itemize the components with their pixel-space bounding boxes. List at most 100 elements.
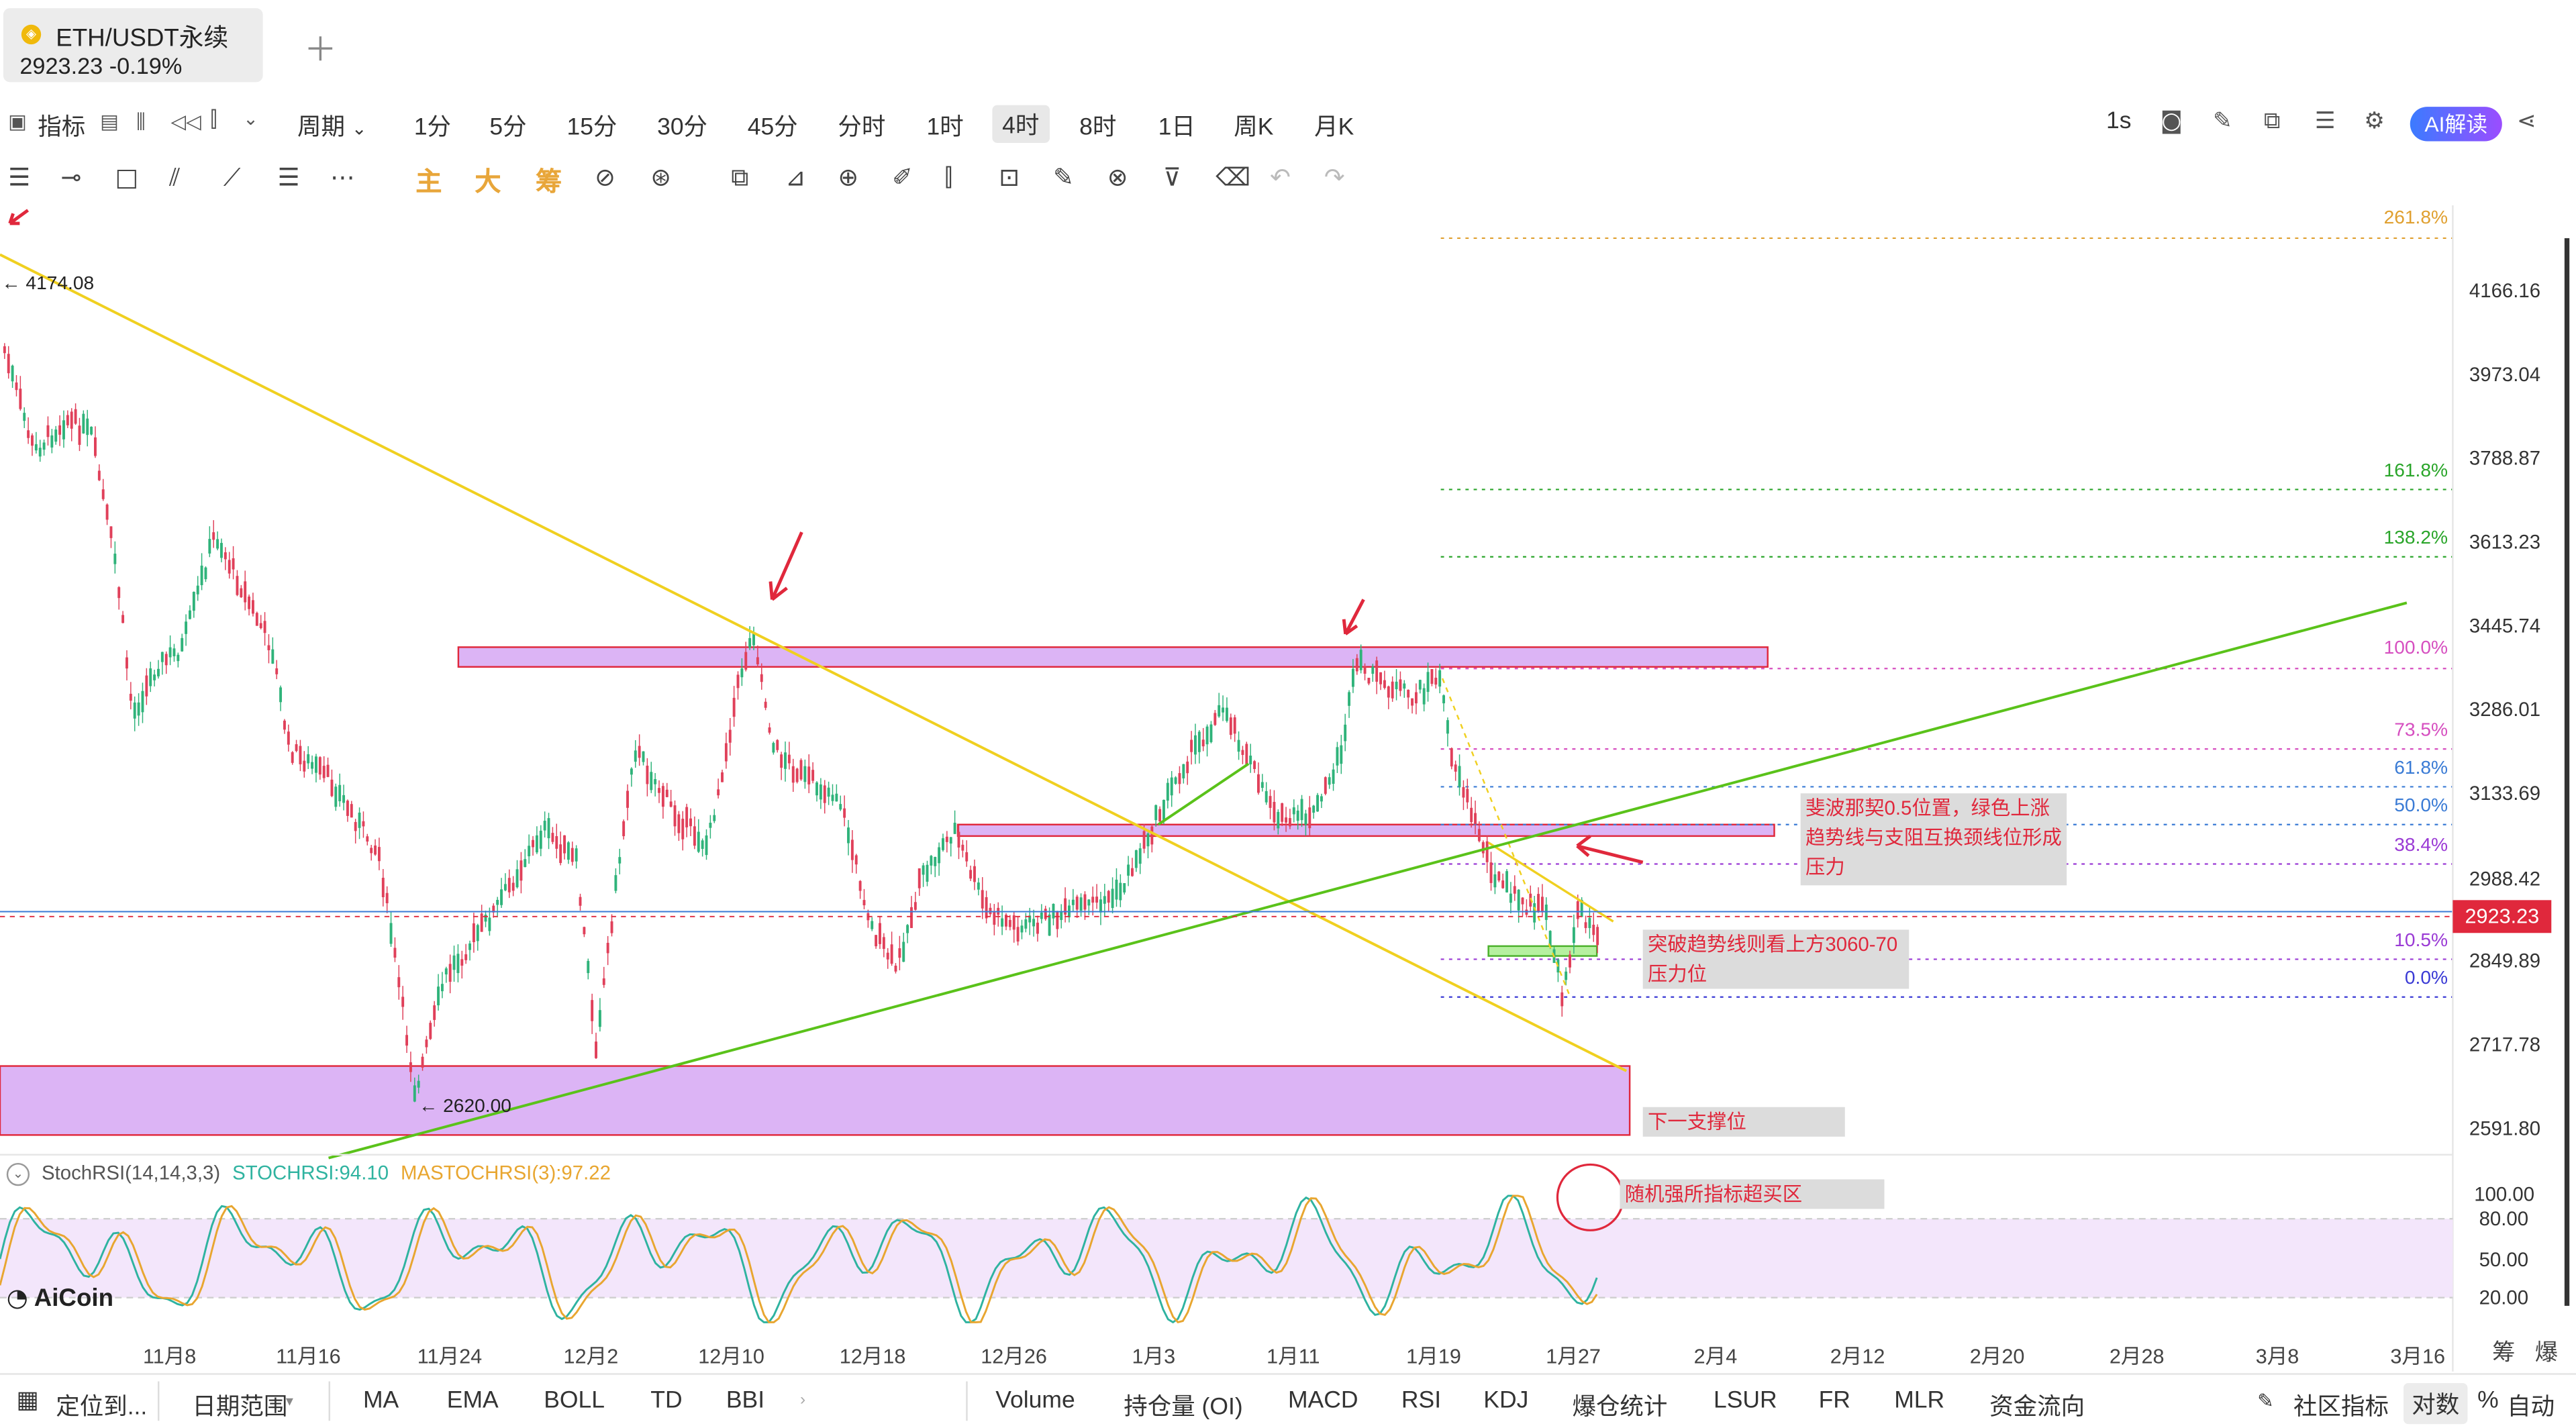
interval-month[interactable]: 月K bbox=[1314, 115, 1354, 142]
yellow-short-trend-line[interactable] bbox=[1487, 842, 1614, 923]
list-icon[interactable]: ☰ bbox=[2314, 108, 2336, 135]
indicator-fr[interactable]: FR bbox=[1818, 1388, 1850, 1415]
add-tab-plus-icon[interactable]: ＋ bbox=[303, 32, 337, 69]
more-tools-icon[interactable]: ⋯ bbox=[330, 162, 355, 193]
chevron-down-icon[interactable]: ⌄ bbox=[243, 108, 258, 130]
bars-icon[interactable]: ⫿ bbox=[944, 162, 953, 193]
redo-icon[interactable]: ↷ bbox=[1324, 162, 1345, 193]
candle-body bbox=[381, 878, 385, 897]
indicator-kdj[interactable]: KDJ bbox=[1483, 1388, 1529, 1415]
date-range-button[interactable]: 日期范围 bbox=[192, 1394, 288, 1421]
gear-icon[interactable]: ⚙ bbox=[2364, 108, 2385, 135]
indicator-ma[interactable]: MA bbox=[362, 1388, 399, 1415]
chevron-right-icon[interactable]: › bbox=[800, 1391, 806, 1410]
log-scale-toggle[interactable]: 对数 bbox=[2403, 1382, 2468, 1425]
stochrsi-legend[interactable]: ⌄ StochRSI(14,14,3,3) STOCHRSI:94.10 MAS… bbox=[6, 1162, 611, 1186]
y-tick: 4166.16 bbox=[2469, 279, 2541, 303]
hide-icon[interactable]: ⊗ bbox=[1107, 162, 1128, 193]
interval-1d[interactable]: 1日 bbox=[1158, 115, 1195, 142]
support-annotation-note[interactable]: 下一支撑位 bbox=[1642, 1107, 1845, 1137]
fib-tool-icon[interactable]: ☰ bbox=[277, 162, 300, 193]
magnet-icon[interactable]: ⊘ bbox=[595, 162, 615, 193]
indicator-oi[interactable]: 持仓量 (OI) bbox=[1124, 1394, 1243, 1421]
calendar-icon[interactable]: ▦ bbox=[16, 1388, 40, 1415]
stoch-annotation-note[interactable]: 随机强所指标超买区 bbox=[1620, 1179, 1885, 1209]
ruler-icon[interactable]: ⊿ bbox=[785, 162, 806, 193]
indicator-money-flow[interactable]: 资金流向 bbox=[1989, 1394, 2085, 1421]
indicator-boll[interactable]: BOLL bbox=[544, 1388, 605, 1415]
indicator-icon[interactable]: ▣ bbox=[8, 109, 28, 134]
pen-icon[interactable]: ✎ bbox=[2213, 108, 2232, 135]
right-scrollbar[interactable] bbox=[2564, 238, 2570, 1306]
candle-body bbox=[34, 444, 38, 451]
channel-tool-icon[interactable]: ⫽ bbox=[169, 162, 181, 193]
locate-button[interactable]: 定位到... bbox=[56, 1394, 148, 1421]
interval-30m[interactable]: 30分 bbox=[657, 115, 708, 142]
zoom-icon[interactable]: ⊕ bbox=[838, 162, 859, 193]
indicators-button[interactable]: 指标 bbox=[38, 115, 86, 142]
candle-body bbox=[307, 754, 310, 764]
split-icon[interactable]: ⫼ bbox=[136, 109, 146, 134]
chart-canvas[interactable] bbox=[0, 205, 2576, 1372]
copy-icon[interactable]: ⧉ bbox=[731, 162, 749, 193]
ai-interpret-button[interactable]: AI解读 bbox=[2410, 107, 2502, 142]
interval-1h[interactable]: 1时 bbox=[926, 115, 964, 142]
edit-icon[interactable]: ✎ bbox=[2257, 1389, 2274, 1413]
hline-tool-icon[interactable]: ⊸ bbox=[60, 162, 82, 193]
candle-type-icon[interactable]: ⫿ bbox=[210, 108, 217, 134]
indicator-td[interactable]: TD bbox=[650, 1388, 683, 1415]
interval-1m[interactable]: 1分 bbox=[413, 115, 452, 142]
rect-tool-icon[interactable]: □ bbox=[115, 162, 139, 193]
replay-icon[interactable]: ◁◁ bbox=[170, 109, 201, 134]
green-short-trend-line[interactable] bbox=[1157, 762, 1250, 826]
chips-label[interactable]: 筹 bbox=[2492, 1338, 2516, 1366]
interval-4h[interactable]: 4时 bbox=[992, 105, 1050, 143]
interval-5m[interactable]: 5分 bbox=[489, 115, 527, 142]
indicator-bbi[interactable]: BBI bbox=[726, 1388, 765, 1415]
brush-icon[interactable]: ✐ bbox=[892, 162, 913, 193]
percent-scale-toggle[interactable]: % bbox=[2477, 1388, 2499, 1415]
green-uptrend-line[interactable] bbox=[328, 601, 2408, 1160]
candle-body bbox=[1458, 766, 1461, 787]
indicator-liquidation[interactable]: 爆仓统计 bbox=[1572, 1394, 1668, 1421]
symbol-tab[interactable]: ◈ ETH/USDT永续 2923.23 -0.19% bbox=[3, 8, 263, 83]
breakout-annotation-note[interactable]: 突破趋势线则看上方3060-70 压力位 bbox=[1642, 929, 1910, 989]
interval-15m[interactable]: 15分 bbox=[566, 115, 617, 142]
price-chart[interactable]: ← 4174.08 ← 2620.00 261.8% 161.8% 138.2%… bbox=[0, 205, 2576, 1372]
period-dropdown[interactable]: 周期 ⌄ bbox=[297, 115, 367, 142]
speed-button[interactable]: 1s bbox=[2106, 108, 2132, 135]
edit-icon[interactable]: ✎ bbox=[1052, 162, 1074, 193]
undo-icon[interactable]: ↶ bbox=[1270, 162, 1291, 193]
trendline-tool-icon[interactable]: ⟋ bbox=[223, 162, 241, 193]
share-icon[interactable]: ⋖ bbox=[2516, 108, 2536, 135]
camera-icon[interactable]: ◙ bbox=[2160, 108, 2183, 135]
trash-icon[interactable]: ⌫ bbox=[1216, 162, 1251, 193]
interval-week[interactable]: 周K bbox=[1234, 115, 1274, 142]
chevron-down-icon[interactable]: ▾ bbox=[285, 1392, 293, 1410]
chips-toggle[interactable]: 筹 bbox=[535, 169, 562, 197]
filter-icon[interactable]: ⊽ bbox=[1162, 162, 1181, 193]
large-order-toggle[interactable]: 大 bbox=[475, 169, 501, 197]
indicator-lsur[interactable]: LSUR bbox=[1713, 1388, 1777, 1415]
fib-annotation-note[interactable]: 斐波那契0.5位置，绿色上涨 趋势线与支阻互换颈线位形成 压力 bbox=[1800, 793, 2067, 886]
menu-icon[interactable]: ☰ bbox=[8, 162, 31, 193]
layout-icon[interactable]: ▤ bbox=[100, 109, 119, 134]
interval-8h[interactable]: 8时 bbox=[1079, 115, 1117, 142]
burst-label[interactable]: 爆 bbox=[2534, 1338, 2559, 1366]
auto-scale-toggle[interactable]: 自动 bbox=[2507, 1394, 2555, 1421]
indicator-mlr[interactable]: MLR bbox=[1894, 1388, 1945, 1415]
link-tool-icon[interactable]: ⊛ bbox=[650, 162, 672, 193]
interval-45m[interactable]: 45分 bbox=[747, 115, 798, 142]
pip-icon[interactable]: ⧉ bbox=[2263, 108, 2281, 135]
community-indicators-button[interactable]: 社区指标 bbox=[2293, 1394, 2389, 1421]
main-chart-toggle[interactable]: 主 bbox=[415, 169, 442, 197]
candle-body bbox=[172, 648, 176, 656]
lock-icon[interactable]: ⊡ bbox=[999, 162, 1020, 193]
collapse-icon[interactable]: ⌄ bbox=[6, 1162, 30, 1186]
indicator-volume[interactable]: Volume bbox=[995, 1388, 1075, 1415]
yellow-downtrend-line[interactable] bbox=[0, 253, 1628, 1072]
indicator-ema[interactable]: EMA bbox=[446, 1388, 499, 1415]
indicator-rsi[interactable]: RSI bbox=[1401, 1388, 1442, 1415]
indicator-macd[interactable]: MACD bbox=[1287, 1388, 1358, 1415]
interval-timeshare[interactable]: 分时 bbox=[838, 115, 886, 142]
